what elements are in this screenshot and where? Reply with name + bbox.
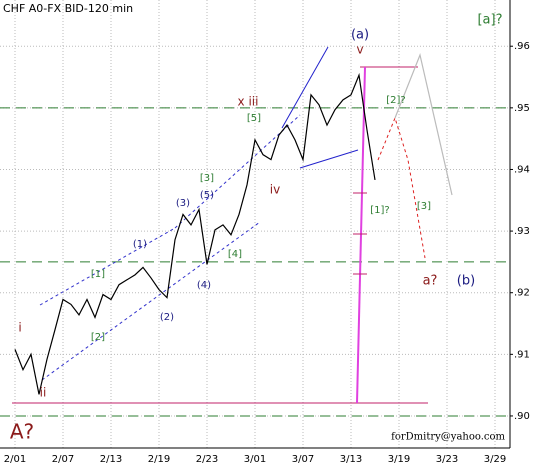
x-tick-label: 3/23	[436, 454, 458, 465]
wave-label: iv	[270, 183, 280, 197]
x-tick-label: 3/01	[244, 454, 266, 465]
wave-label: [5]	[247, 113, 261, 124]
x-tick-label: 2/01	[4, 454, 26, 465]
wave-label: [2]	[91, 332, 105, 343]
chart-title: CHF A0-FX BID-120 min	[3, 2, 133, 15]
x-tick-label: 2/19	[148, 454, 170, 465]
wave-projection	[356, 66, 366, 404]
x-tick-label: 3/07	[292, 454, 314, 465]
x-tick-label: 2/23	[196, 454, 218, 465]
y-tick-label: .95	[514, 103, 530, 114]
wave-label: [1]	[91, 269, 105, 280]
x-tick-label: 2/07	[52, 454, 74, 465]
wave-label: x iii	[238, 95, 259, 109]
forecast-path	[377, 116, 426, 259]
x-tick-label: 3/13	[340, 454, 362, 465]
channel-line	[41, 221, 261, 381]
wave-label: [a]?	[477, 13, 502, 28]
wave-label: [1]?	[370, 205, 389, 216]
triangle-line	[281, 46, 329, 129]
wave-label: (a)	[351, 28, 369, 43]
x-tick-label: 3/19	[388, 454, 410, 465]
wave-label: [3]	[417, 201, 431, 212]
wave-label: (4)	[197, 280, 211, 291]
y-tick-label: .91	[514, 349, 530, 360]
channel-line	[39, 227, 176, 306]
y-tick-label: .96	[514, 41, 530, 52]
triangle-line	[299, 149, 359, 169]
wave-label: (5)	[200, 190, 214, 201]
x-tick-label: 3/29	[484, 454, 506, 465]
y-tick-label: .94	[514, 164, 530, 175]
wave-label: [2]?	[386, 95, 405, 106]
wave-label: v	[356, 43, 363, 57]
y-tick-label: .90	[514, 411, 530, 422]
wave-label: (b)	[457, 274, 475, 289]
wave-label: [3]	[200, 173, 214, 184]
wave-label: [4]	[228, 249, 242, 260]
wave-label: a?	[423, 274, 438, 289]
watermark: forDmitry@yahoo.com	[391, 432, 505, 443]
price-line	[14, 72, 376, 395]
wave-label: (3)	[176, 198, 190, 209]
y-tick-label: .93	[514, 226, 530, 237]
y-tick-label: .92	[514, 288, 530, 299]
x-tick-label: 2/13	[100, 454, 122, 465]
wave-label: (2)	[160, 312, 174, 323]
wave-label: (1)	[133, 239, 147, 250]
wave-label: i	[18, 321, 21, 335]
wave-label: ii	[40, 386, 47, 400]
wave-label: A?	[10, 420, 34, 444]
forecast-path	[394, 52, 453, 196]
